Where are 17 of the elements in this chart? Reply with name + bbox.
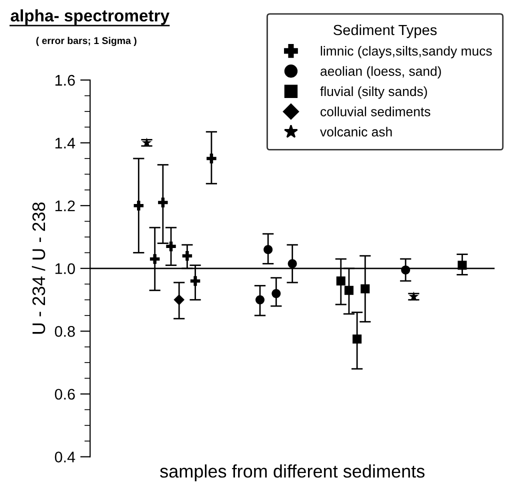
y-tick-label: 1.0	[55, 263, 75, 274]
legend-label: aeolian (loess, sand)	[320, 66, 441, 78]
legend-label: fluvial (silty sands)	[320, 86, 427, 99]
y-tick-label: 0.8	[54, 326, 75, 337]
y-tick-label: 1.2	[55, 200, 75, 212]
y-tick-label: 0.4	[54, 452, 76, 462]
y-tick-label: 1.6	[55, 74, 75, 86]
chart-title: alpha- spectrometry	[10, 9, 170, 25]
legend-label: limnic (clays,silts,sandy mucs	[320, 46, 492, 58]
y-tick-label: 0.6	[54, 388, 75, 400]
chart-subtitle: ( error bars; 1 Sigma )	[36, 36, 136, 46]
legend-label: volcanic ash	[320, 126, 392, 137]
y-tick-label: 1.4	[55, 138, 76, 148]
x-axis-title: samples from different sediments	[160, 464, 425, 482]
y-axis-title: U - 234 / U - 238	[32, 202, 46, 334]
legend-title: Sediment Types	[334, 24, 437, 38]
legend-label: colluvial sediments	[320, 106, 430, 116]
